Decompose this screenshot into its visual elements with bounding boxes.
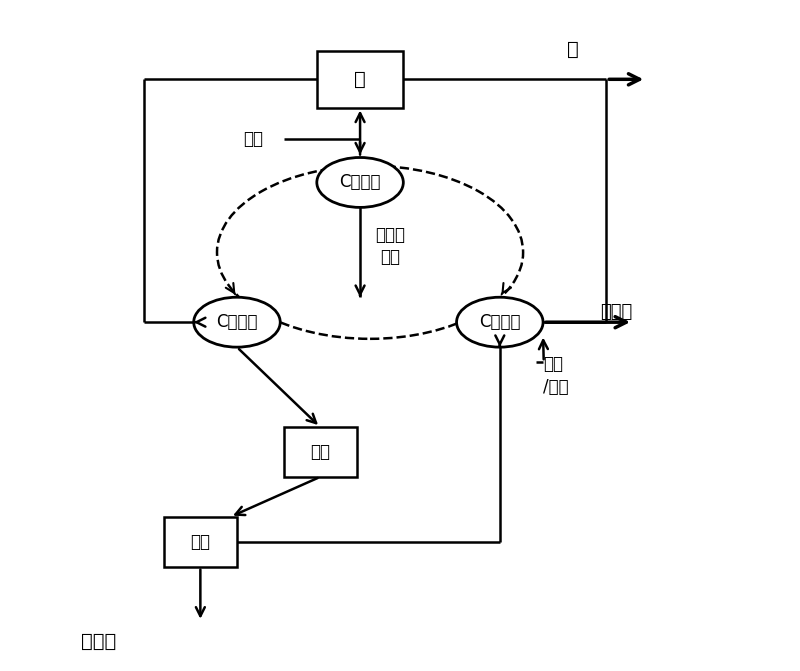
Ellipse shape: [457, 297, 543, 347]
Text: 热: 热: [567, 40, 579, 59]
Text: 合成气: 合成气: [600, 303, 632, 321]
Text: 氧气
/空气: 氧气 /空气: [543, 356, 569, 395]
FancyBboxPatch shape: [317, 51, 403, 107]
FancyBboxPatch shape: [164, 517, 237, 567]
FancyBboxPatch shape: [283, 427, 357, 477]
Ellipse shape: [317, 158, 403, 207]
Text: 热解油: 热解油: [81, 632, 116, 651]
Text: 半焦: 半焦: [190, 533, 210, 551]
Text: C：气化: C：气化: [479, 313, 521, 331]
Text: C：热解: C：热解: [216, 313, 258, 331]
Ellipse shape: [194, 297, 280, 347]
Text: 热: 热: [354, 70, 366, 89]
Text: 空气: 空气: [244, 130, 264, 148]
Text: C：燃烧: C：燃烧: [339, 173, 381, 191]
Text: 未气化
半焦: 未气化 半焦: [375, 225, 405, 266]
Text: 煤气: 煤气: [310, 443, 330, 461]
